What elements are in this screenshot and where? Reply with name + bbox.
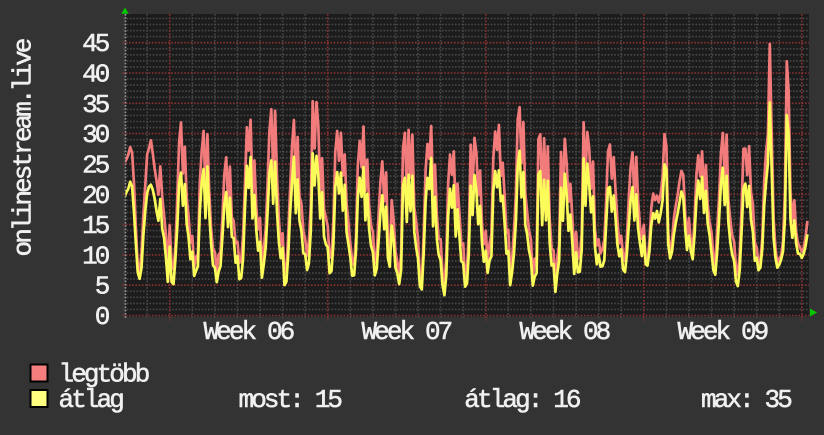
svg-text:max: 35: max: 35 bbox=[701, 385, 791, 415]
svg-text:legtöbb: legtöbb bbox=[59, 360, 149, 390]
svg-text:10: 10 bbox=[82, 241, 109, 271]
svg-text:20: 20 bbox=[82, 181, 109, 211]
svg-text:45: 45 bbox=[82, 29, 109, 59]
svg-text:40: 40 bbox=[82, 60, 109, 90]
svg-text:30: 30 bbox=[82, 120, 109, 150]
svg-text:35: 35 bbox=[82, 90, 109, 120]
svg-text:Week 08: Week 08 bbox=[519, 317, 609, 347]
svg-text:Week 09: Week 09 bbox=[677, 317, 767, 347]
svg-text:15: 15 bbox=[82, 211, 109, 241]
svg-text:Week 07: Week 07 bbox=[361, 317, 451, 347]
svg-text:átlag: 16: átlag: 16 bbox=[464, 385, 580, 415]
svg-text:0: 0 bbox=[95, 302, 109, 332]
svg-text:most: 15: most: 15 bbox=[239, 385, 342, 415]
svg-text:Week 06: Week 06 bbox=[203, 317, 293, 347]
svg-text:onlinestream.live: onlinestream.live bbox=[9, 39, 39, 256]
svg-text:átlag: átlag bbox=[59, 385, 124, 415]
svg-text:25: 25 bbox=[82, 150, 109, 180]
svg-text:5: 5 bbox=[95, 272, 109, 302]
